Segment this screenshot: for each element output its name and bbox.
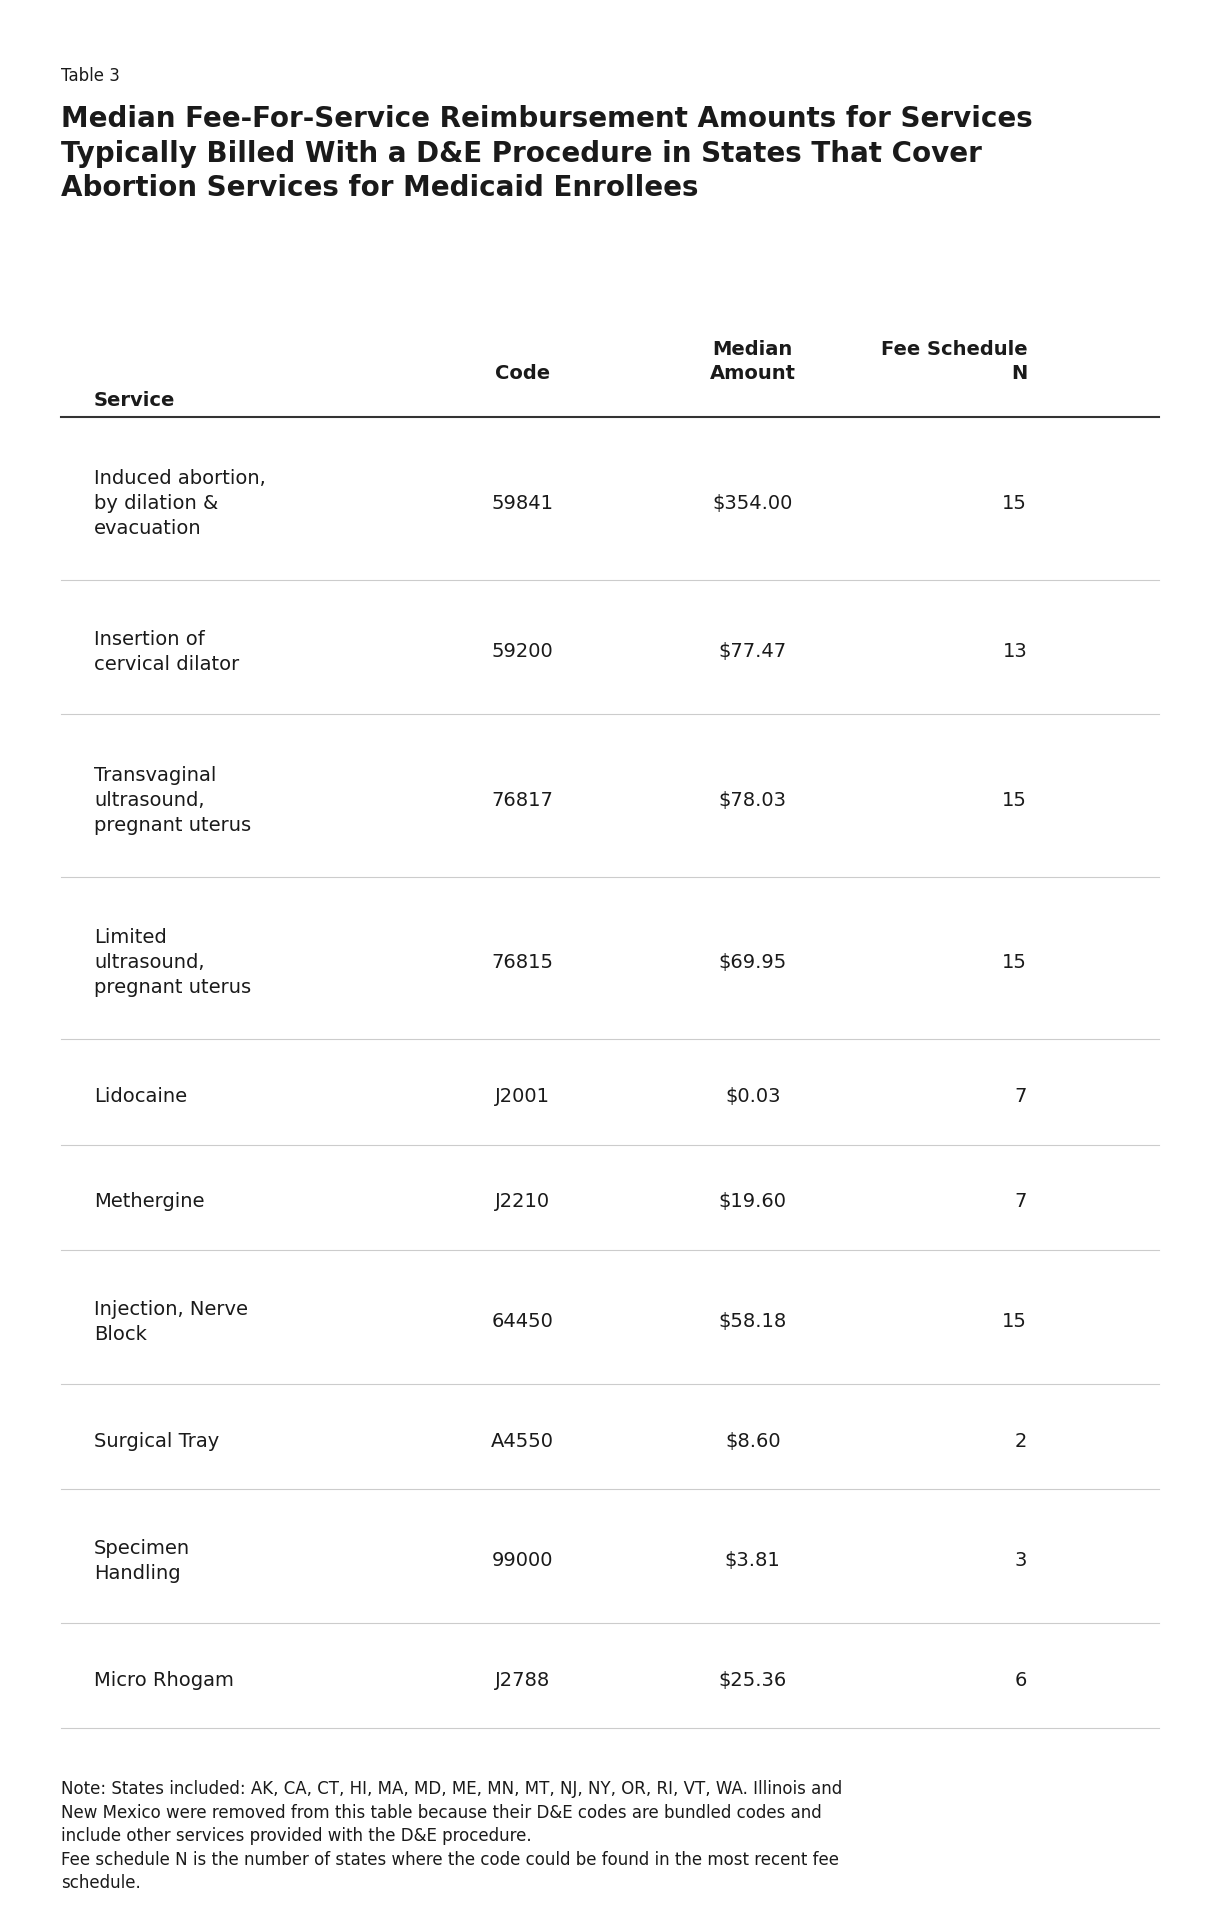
Text: 7: 7 [1015,1087,1027,1106]
Text: 99000: 99000 [492,1552,553,1569]
Text: $58.18: $58.18 [719,1313,787,1330]
Text: Limited
ultrasound,
pregnant uterus: Limited ultrasound, pregnant uterus [94,928,251,997]
Text: 7: 7 [1015,1192,1027,1212]
Text: J2001: J2001 [494,1087,550,1106]
Text: Median Fee-For-Service Reimbursement Amounts for Services
Typically Billed With : Median Fee-For-Service Reimbursement Amo… [61,105,1033,203]
Text: Table 3: Table 3 [61,67,120,84]
Text: Fee Schedule
N: Fee Schedule N [881,341,1027,383]
Text: Note: States included: AK, CA, CT, HI, MA, MD, ME, MN, MT, NJ, NY, OR, RI, VT, W: Note: States included: AK, CA, CT, HI, M… [61,1780,842,1893]
Text: 2: 2 [1015,1432,1027,1451]
Text: Transvaginal
ultrasound,
pregnant uterus: Transvaginal ultrasound, pregnant uterus [94,766,251,835]
Text: Specimen
Handling: Specimen Handling [94,1539,190,1583]
Text: 76817: 76817 [492,790,553,810]
Text: $69.95: $69.95 [719,953,787,972]
Text: 64450: 64450 [492,1313,553,1330]
Text: $25.36: $25.36 [719,1671,787,1690]
Text: $354.00: $354.00 [712,494,793,513]
Text: Service: Service [94,390,176,410]
Text: Induced abortion,
by dilation &
evacuation: Induced abortion, by dilation & evacuati… [94,469,266,538]
Text: Methergine: Methergine [94,1192,205,1212]
Text: Insertion of
cervical dilator: Insertion of cervical dilator [94,630,239,674]
Text: 15: 15 [1003,953,1027,972]
Text: $77.47: $77.47 [719,643,787,660]
Text: 3: 3 [1015,1552,1027,1569]
Text: 76815: 76815 [492,953,553,972]
Text: 13: 13 [1003,643,1027,660]
Text: Lidocaine: Lidocaine [94,1087,187,1106]
Text: 15: 15 [1003,494,1027,513]
Text: J2210: J2210 [494,1192,550,1212]
Text: 59200: 59200 [492,643,553,660]
Text: 15: 15 [1003,1313,1027,1330]
Text: $19.60: $19.60 [719,1192,787,1212]
Text: $3.81: $3.81 [725,1552,781,1569]
Text: $0.03: $0.03 [725,1087,781,1106]
Text: 59841: 59841 [492,494,553,513]
Text: J2788: J2788 [494,1671,550,1690]
Text: 15: 15 [1003,790,1027,810]
Text: Surgical Tray: Surgical Tray [94,1432,220,1451]
Text: A4550: A4550 [490,1432,554,1451]
Text: Micro Rhogam: Micro Rhogam [94,1671,234,1690]
Text: Median
Amount: Median Amount [710,341,795,383]
Text: Code: Code [494,364,550,383]
Text: Injection, Nerve
Block: Injection, Nerve Block [94,1300,248,1344]
Text: $78.03: $78.03 [719,790,787,810]
Text: 6: 6 [1015,1671,1027,1690]
Text: $8.60: $8.60 [725,1432,781,1451]
